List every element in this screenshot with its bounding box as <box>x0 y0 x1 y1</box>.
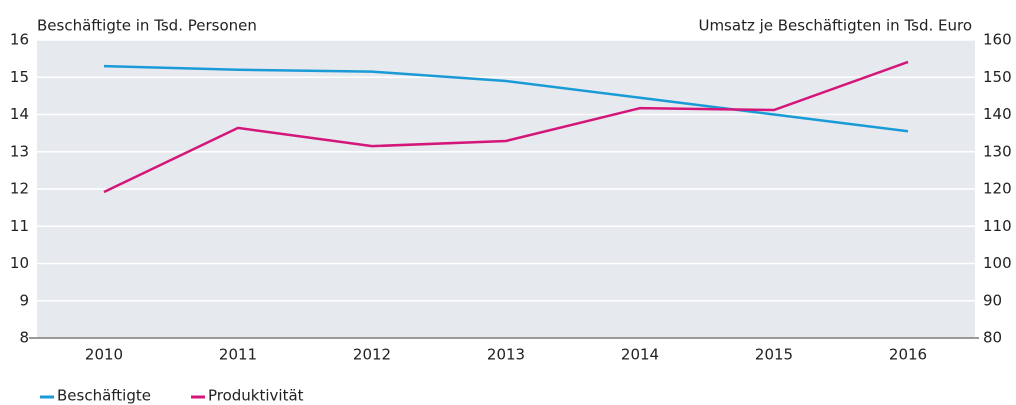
line-series <box>103 64 909 133</box>
y-tick-label: 11 <box>10 217 29 235</box>
y2-tick-label: 90 <box>983 291 1002 309</box>
x-tick-label: 2014 <box>621 346 659 364</box>
y-tick-label: 8 <box>19 329 29 347</box>
x-tick-label: 2010 <box>85 346 123 364</box>
x-tick-label: 2016 <box>889 346 927 364</box>
legend-label: Beschäftigte <box>57 387 151 405</box>
x-tick-label: 2015 <box>755 346 793 364</box>
y-tick-label: 12 <box>10 180 29 198</box>
y-tick-label: 9 <box>19 291 29 309</box>
y2-tick-label: 140 <box>983 105 1012 123</box>
y2-tick-label: 110 <box>983 217 1012 235</box>
legend-label: Produktivität <box>208 387 304 405</box>
x-tick-label: 2011 <box>219 346 257 364</box>
y-tick-label: 15 <box>10 68 29 86</box>
y2-tick-label: 80 <box>983 329 1002 347</box>
y2-tick-label: 160 <box>983 31 1012 49</box>
y2-tick-label: 130 <box>983 142 1012 160</box>
y-tick-label: 16 <box>10 31 29 49</box>
y-axis-label: Beschäftigte in Tsd. Personen <box>37 17 257 35</box>
y2-axis-label: Umsatz je Beschäftigten in Tsd. Euro <box>698 17 972 35</box>
y2-tick-label: 100 <box>983 254 1012 272</box>
y-tick-label: 10 <box>10 254 29 272</box>
x-tick-label: 2012 <box>353 346 391 364</box>
y2-tick-label: 120 <box>983 180 1012 198</box>
line-series <box>103 60 909 194</box>
y2-tick-label: 150 <box>983 68 1012 86</box>
y-tick-label: 13 <box>10 142 29 160</box>
y-tick-label: 14 <box>10 105 29 123</box>
x-tick-label: 2013 <box>487 346 525 364</box>
